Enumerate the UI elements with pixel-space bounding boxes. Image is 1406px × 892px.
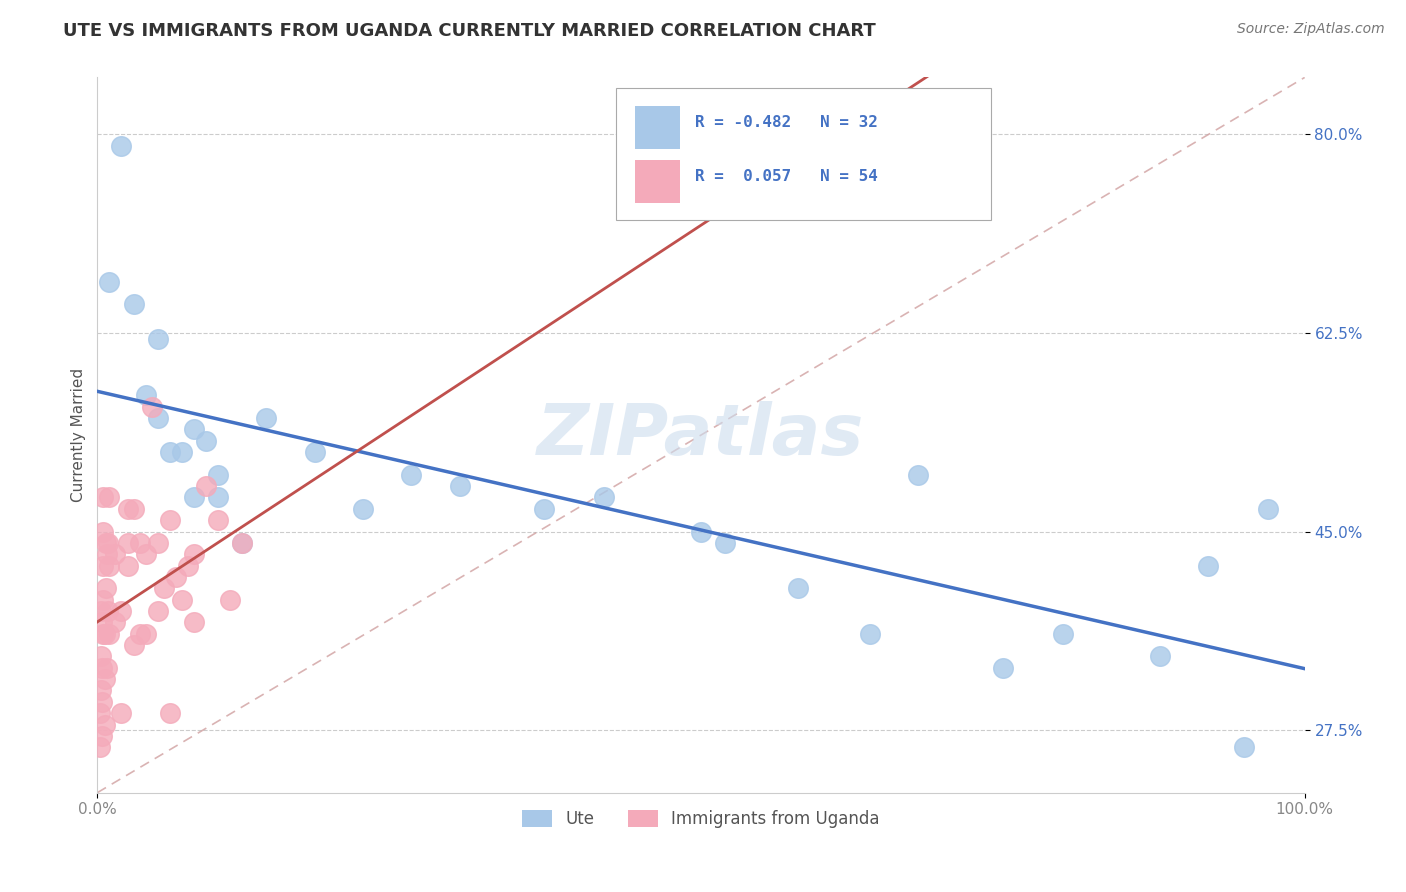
Point (97, 604, 120, 618)
Point (97, 536, 120, 550)
Point (135, 626, 157, 640)
Point (94, 536, 117, 550)
Point (146, 411, 169, 425)
Point (1233, 740, 1256, 755)
Point (690, 524, 713, 539)
Point (91, 729, 114, 743)
Text: UTE VS IMMIGRANTS FROM UGANDA CURRENTLY MARRIED CORRELATION CHART: UTE VS IMMIGRANTS FROM UGANDA CURRENTLY … (63, 22, 876, 40)
Y-axis label: Currently Married: Currently Married (72, 368, 86, 502)
Point (96, 661, 118, 675)
Point (231, 536, 253, 550)
Point (117, 558, 139, 573)
Point (183, 422, 205, 436)
Point (98, 275, 121, 289)
Point (96, 547, 118, 561)
Point (207, 491, 229, 505)
Point (714, 536, 737, 550)
Point (110, 604, 132, 618)
Point (159, 445, 181, 459)
Point (128, 536, 150, 550)
Point (98, 626, 121, 640)
Point (91, 695, 114, 709)
Point (399, 467, 422, 482)
Point (91, 615, 114, 630)
Point (110, 138, 132, 153)
Point (122, 297, 145, 311)
Point (170, 445, 193, 459)
Point (533, 501, 555, 516)
Point (254, 411, 277, 425)
Text: R =  0.057   N = 54: R = 0.057 N = 54 (695, 169, 877, 184)
Point (91, 661, 114, 675)
Point (177, 558, 200, 573)
Point (183, 547, 205, 561)
Point (146, 536, 169, 550)
Point (94, 582, 117, 596)
Point (90, 604, 112, 618)
FancyBboxPatch shape (634, 160, 681, 202)
Point (159, 706, 181, 721)
Point (93, 491, 115, 505)
Point (117, 501, 139, 516)
Point (135, 388, 157, 402)
Point (207, 513, 229, 527)
Point (170, 592, 193, 607)
Point (231, 536, 253, 550)
Point (152, 582, 174, 596)
Point (183, 491, 205, 505)
Point (304, 445, 326, 459)
Point (93, 524, 115, 539)
Point (991, 661, 1014, 675)
Point (93, 626, 115, 640)
Point (352, 501, 374, 516)
Point (195, 434, 218, 448)
Point (93, 626, 115, 640)
Point (89, 740, 111, 755)
Point (1197, 558, 1219, 573)
Point (219, 592, 242, 607)
Point (1052, 626, 1074, 640)
Point (89, 706, 111, 721)
Point (104, 547, 127, 561)
Legend: Ute, Immigrants from Uganda: Ute, Immigrants from Uganda (516, 803, 886, 834)
Point (141, 400, 163, 414)
Point (449, 479, 471, 493)
Point (195, 479, 218, 493)
FancyBboxPatch shape (616, 88, 991, 220)
Point (93, 717, 115, 731)
Point (93, 672, 115, 686)
Point (146, 332, 169, 346)
Point (207, 467, 229, 482)
Point (110, 706, 132, 721)
Point (146, 604, 169, 618)
Point (859, 626, 882, 640)
Point (159, 513, 181, 527)
Point (117, 536, 139, 550)
Point (98, 558, 121, 573)
Point (1257, 501, 1279, 516)
Point (183, 615, 205, 630)
Point (786, 582, 808, 596)
Text: Source: ZipAtlas.com: Source: ZipAtlas.com (1237, 22, 1385, 37)
Point (104, 615, 127, 630)
Point (135, 547, 157, 561)
Point (93, 592, 115, 607)
Point (128, 626, 150, 640)
Point (1149, 649, 1171, 664)
Text: R = -0.482   N = 32: R = -0.482 N = 32 (695, 115, 877, 130)
Point (93, 558, 115, 573)
Point (90, 649, 112, 664)
Point (98, 491, 121, 505)
Point (122, 501, 145, 516)
FancyBboxPatch shape (634, 106, 681, 149)
Point (593, 491, 616, 505)
Text: ZIPatlas: ZIPatlas (537, 401, 865, 469)
Point (90, 683, 112, 698)
Point (165, 570, 187, 584)
Point (122, 638, 145, 652)
Point (907, 467, 929, 482)
